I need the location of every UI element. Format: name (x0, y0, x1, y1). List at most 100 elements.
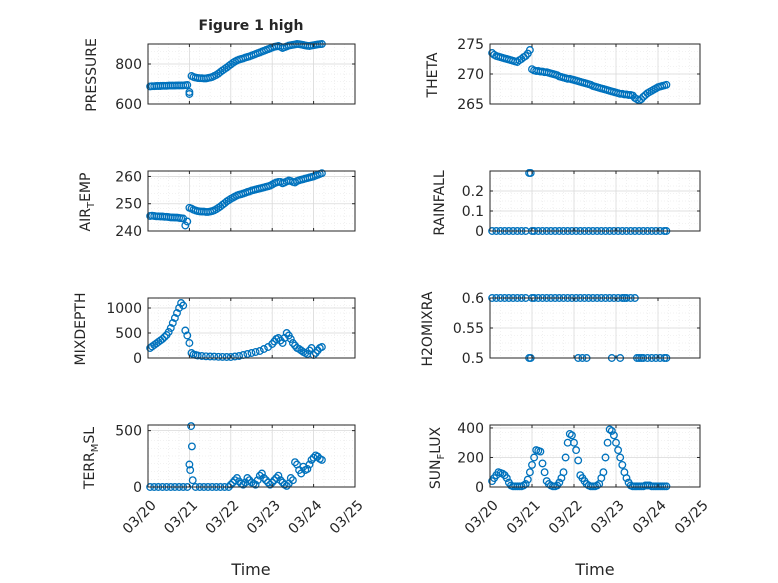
data-point-terr-msl (187, 422, 196, 431)
panel-theta: 265 270 275 THETA (425, 37, 701, 113)
data-point-mixdepth (181, 326, 190, 335)
data-point-sun-flux (616, 453, 625, 462)
data-point-sun-flux (540, 468, 549, 477)
data-point-sun-flux (609, 431, 618, 440)
x-tick-label: 03/24 (285, 497, 325, 537)
y-tick-label: 0 (133, 351, 142, 367)
data-point-sun-flux (614, 446, 623, 455)
data-point-mixdepth (173, 309, 181, 317)
data-point-terr-msl (230, 476, 239, 485)
y-tick-label: 0 (133, 480, 142, 496)
ylabel-h2omixra: H2OMIXRA (420, 291, 436, 366)
y-tick-label: 400 (457, 421, 484, 437)
data-point-mixdepth (160, 333, 169, 341)
data-point-terr-msl (186, 466, 195, 475)
data-point-terr-msl (307, 455, 316, 464)
y-tick-label: 0.6 (462, 291, 484, 307)
data-point-terr-msl (286, 474, 295, 482)
data-point-sun-flux (538, 459, 547, 468)
data-point-mixdepth (202, 352, 210, 361)
y-tick-label: 0.1 (462, 204, 484, 220)
ylabel-sun-flux: SUNFLUX (428, 426, 447, 489)
data-point-sun-flux (599, 468, 608, 477)
data-point-terr-msl (274, 471, 283, 480)
y-tick-label: 0.55 (453, 321, 484, 337)
y-tick-label: 260 (115, 169, 142, 185)
data-point-terr-msl (226, 480, 235, 489)
data-point-sun-flux (618, 460, 627, 469)
data-point-theta (521, 52, 530, 60)
data-point-terr-msl (187, 442, 196, 451)
data-point-sun-flux (607, 426, 616, 435)
x-tick-label: 03/25 (672, 497, 712, 537)
data-point-theta (637, 95, 646, 104)
data-point-terr-msl (239, 480, 248, 489)
data-point-terr-msl (291, 458, 299, 467)
axes-box (489, 170, 701, 232)
data-point-sun-flux (622, 474, 631, 483)
y-tick-label: 275 (457, 37, 484, 53)
data-point-pressure (185, 90, 194, 98)
data-point-sun-flux (498, 469, 507, 478)
data-point-terr-msl (317, 455, 326, 464)
data-point-mixdepth (175, 304, 184, 312)
data-point-mixdepth (230, 352, 239, 361)
data-point-mixdepth (210, 352, 219, 361)
data-point-terr-msl (276, 476, 285, 485)
data-point-sun-flux (605, 425, 614, 434)
data-point-sun-flux (567, 431, 576, 440)
data-point-mixdepth (259, 345, 268, 353)
data-point-terr-msl (188, 476, 197, 485)
data-point-mixdepth (193, 351, 202, 360)
panel-mixdepth: 0 500 1000 MIXDEPTH (73, 293, 356, 367)
data-point-mixdepth (226, 353, 235, 361)
y-tick-label: 265 (457, 97, 484, 113)
panel-sun-flux: 0 200 400 03/20 03/21 03/22 03/23 03/24 03/25 SU… (428, 421, 712, 537)
data-point-terr-msl (259, 474, 268, 482)
y-tick-label: 800 (115, 57, 142, 73)
data-point-mixdepth (183, 331, 192, 340)
x-tick-label: 03/22 (203, 497, 243, 537)
data-point-terr-msl (243, 474, 252, 482)
panel-air-temp: 240 250 260 AIRTEMP (78, 169, 356, 240)
data-point-sun-flux (561, 453, 570, 462)
data-point-terr-msl (288, 476, 297, 485)
data-point-mixdepth (251, 348, 260, 356)
x-tick-label: 03/24 (630, 497, 670, 537)
data-point-air-temp (181, 221, 190, 230)
data-point-mixdepth (166, 324, 175, 332)
data-point-sun-flux (612, 438, 620, 447)
data-point-air-temp (291, 178, 299, 187)
x-tick-label: 03/20 (120, 497, 160, 537)
panel-air-temp-plot: 240 250 260 (115, 169, 356, 240)
data-point-terr-msl (303, 465, 312, 473)
data-point-mixdepth (286, 335, 295, 343)
y-tick-label: 200 (457, 450, 484, 466)
data-point-sun-flux (555, 478, 564, 487)
data-point-theta (662, 80, 671, 89)
panel-pressure-plot: 600 800 (115, 40, 356, 113)
y-tick-label: 500 (115, 326, 142, 342)
panel-rainfall-plot: 0 0.1 0.2 (462, 169, 701, 240)
y-tick-label: 600 (115, 97, 142, 113)
data-point-sun-flux (530, 453, 539, 462)
data-point-sun-flux (502, 474, 511, 483)
data-point-mixdepth (158, 335, 167, 343)
y-tick-label: 0 (475, 224, 484, 240)
figure-title: Figure 1 high (199, 18, 304, 34)
axes-box (147, 297, 356, 359)
data-point-mixdepth (214, 352, 223, 361)
data-point-mixdepth (218, 352, 227, 361)
panel-h2omixra: 0.5 0.55 0.6 H2OMIXRA (420, 291, 701, 367)
data-point-sun-flux (528, 460, 536, 469)
panel-terr-msl-plot: 0 500 03/20 03/21 03/22 03/23 03/24 03/25 (115, 422, 367, 537)
data-point-terr-msl (282, 481, 291, 490)
x-tick-label: 03/23 (588, 497, 628, 537)
data-point-mixdepth (185, 339, 194, 347)
data-point-mixdepth (179, 301, 188, 310)
panel-rainfall: 0 0.1 0.2 RAINFALL (432, 169, 701, 240)
axes-box (147, 424, 356, 488)
data-point-theta (525, 46, 534, 54)
data-point-air-temp (183, 217, 192, 226)
